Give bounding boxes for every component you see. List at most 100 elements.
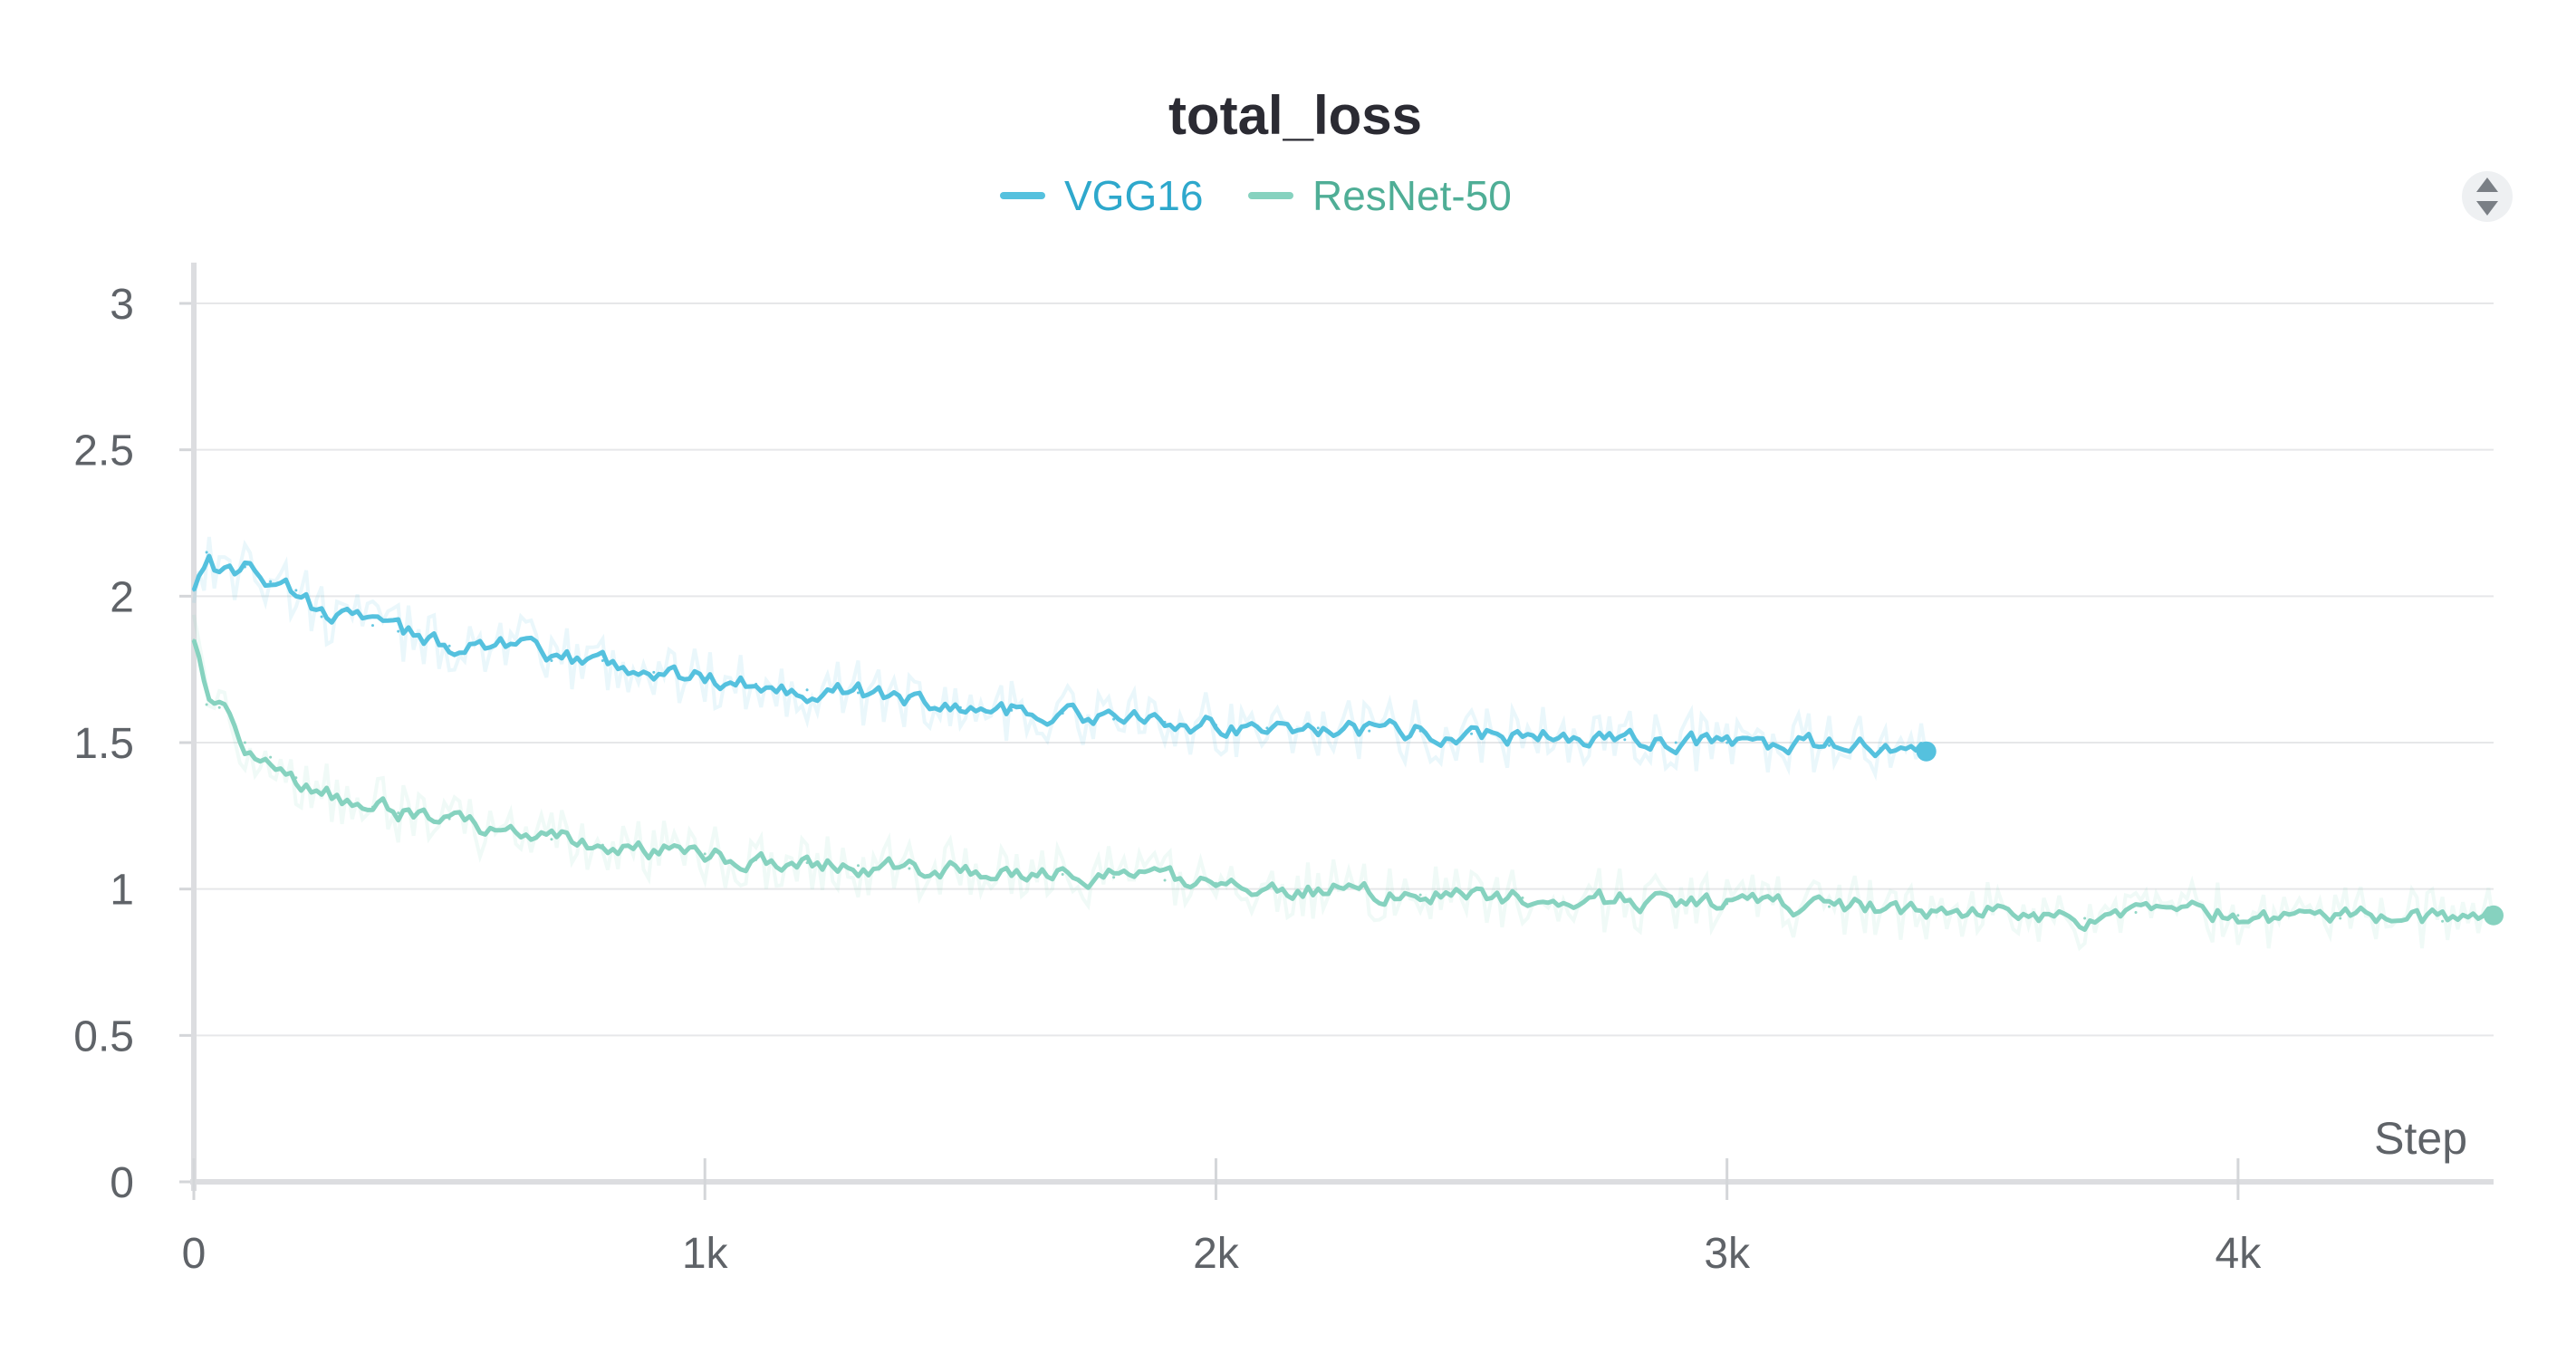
axes xyxy=(179,263,2494,1200)
data-point xyxy=(1521,735,1524,739)
data-point xyxy=(1776,744,1780,747)
data-point xyxy=(345,609,349,612)
data-point xyxy=(1112,717,1116,721)
data-point xyxy=(1316,888,1320,891)
data-point xyxy=(1828,744,1831,747)
data-point xyxy=(320,615,323,619)
x-tick-label: 1k xyxy=(682,1230,729,1278)
data-point xyxy=(958,705,962,709)
y-tick-label: 3 xyxy=(110,281,134,329)
data-point xyxy=(1010,708,1014,712)
legend-scroll-icon[interactable] xyxy=(2462,171,2513,222)
series-lines xyxy=(191,551,2504,932)
data-point xyxy=(1623,899,1627,903)
x-tick-label: 4k xyxy=(2216,1230,2263,1278)
data-point xyxy=(1418,893,1422,897)
data-point xyxy=(397,811,400,815)
data-point xyxy=(192,638,196,642)
legend-label-resnet-50: ResNet-50 xyxy=(1312,172,1512,219)
data-point xyxy=(2134,911,2138,915)
raw-series-vgg16 xyxy=(192,536,1928,782)
data-point xyxy=(2441,919,2445,923)
data-point xyxy=(345,800,349,803)
x-axis-label: Step xyxy=(2374,1113,2467,1164)
data-point xyxy=(958,869,962,873)
data-point xyxy=(447,817,451,820)
data-point xyxy=(1368,729,1371,733)
data-point xyxy=(1112,876,1116,879)
raw-series-resnet-50 xyxy=(192,614,2495,952)
data-point xyxy=(269,755,273,759)
x-tick-label: 0 xyxy=(182,1230,207,1278)
tick-labels: 0 0.5 1 1.5 2 2.5 3 0 1k 2k 3k 4k xyxy=(73,281,2262,1278)
x-tick-label: 2k xyxy=(1193,1230,1240,1278)
data-point xyxy=(1879,746,1882,750)
data-point xyxy=(294,589,298,592)
legend-item-resnet-50[interactable]: ResNet-50 xyxy=(1248,172,1512,219)
data-point xyxy=(2032,911,2035,915)
legend-item-vgg16[interactable]: VGG16 xyxy=(1000,172,1203,219)
data-point xyxy=(499,829,503,832)
data-point xyxy=(1418,729,1422,733)
data-point xyxy=(1061,873,1064,876)
data-point xyxy=(320,791,323,794)
data-point xyxy=(1623,738,1627,742)
data-point xyxy=(1163,878,1167,882)
y-tick-label: 1.5 xyxy=(73,720,134,768)
legend-label-vgg16: VGG16 xyxy=(1064,172,1203,219)
data-point xyxy=(1061,712,1064,715)
x-tick-label: 3k xyxy=(1704,1230,1751,1278)
data-point xyxy=(1010,873,1014,876)
data-point xyxy=(805,688,809,692)
series-end-point[interactable] xyxy=(2484,905,2504,926)
data-point xyxy=(243,565,246,569)
chart-title: total_loss xyxy=(1168,85,1422,146)
data-point xyxy=(908,867,911,870)
data-point xyxy=(755,682,758,686)
data-point xyxy=(1316,726,1320,730)
y-tick-label: 0 xyxy=(110,1159,134,1207)
data-point xyxy=(205,551,208,554)
data-point xyxy=(230,717,234,721)
data-point xyxy=(856,691,860,695)
data-point xyxy=(2083,916,2087,920)
data-point xyxy=(1674,741,1677,744)
data-point xyxy=(370,624,374,628)
data-point xyxy=(217,705,221,709)
data-point xyxy=(2236,914,2240,917)
data-point xyxy=(703,676,706,680)
series-line-vgg16 xyxy=(191,553,1929,759)
data-point xyxy=(205,703,208,706)
data-point xyxy=(397,629,400,633)
data-point xyxy=(192,589,196,592)
data-point xyxy=(370,805,374,809)
data-point xyxy=(550,838,553,841)
data-point xyxy=(652,849,656,853)
data-point xyxy=(2339,916,2342,920)
data-point xyxy=(1828,905,1831,908)
data-point xyxy=(499,638,503,642)
y-tick-label: 2.5 xyxy=(73,427,134,475)
data-point xyxy=(243,741,246,744)
data-point xyxy=(601,658,604,662)
series-end-point[interactable] xyxy=(1916,741,1937,762)
y-tick-label: 1 xyxy=(110,867,134,915)
data-point xyxy=(1470,732,1474,735)
data-point xyxy=(856,864,860,868)
data-point xyxy=(805,861,809,865)
data-point xyxy=(1725,902,1729,906)
data-point xyxy=(1572,735,1575,739)
y-tick-label: 2 xyxy=(110,573,134,621)
data-point xyxy=(1265,726,1269,730)
legend: VGG16 ResNet-50 xyxy=(1000,172,1512,219)
data-point xyxy=(1214,724,1217,727)
data-point xyxy=(601,843,604,847)
grid xyxy=(194,302,2494,1037)
data-point xyxy=(269,580,273,583)
series-line-resnet-50 xyxy=(191,639,2496,932)
y-tick-label: 0.5 xyxy=(73,1012,134,1060)
data-point xyxy=(1725,741,1729,744)
data-point xyxy=(447,644,451,648)
data-point xyxy=(755,858,758,861)
